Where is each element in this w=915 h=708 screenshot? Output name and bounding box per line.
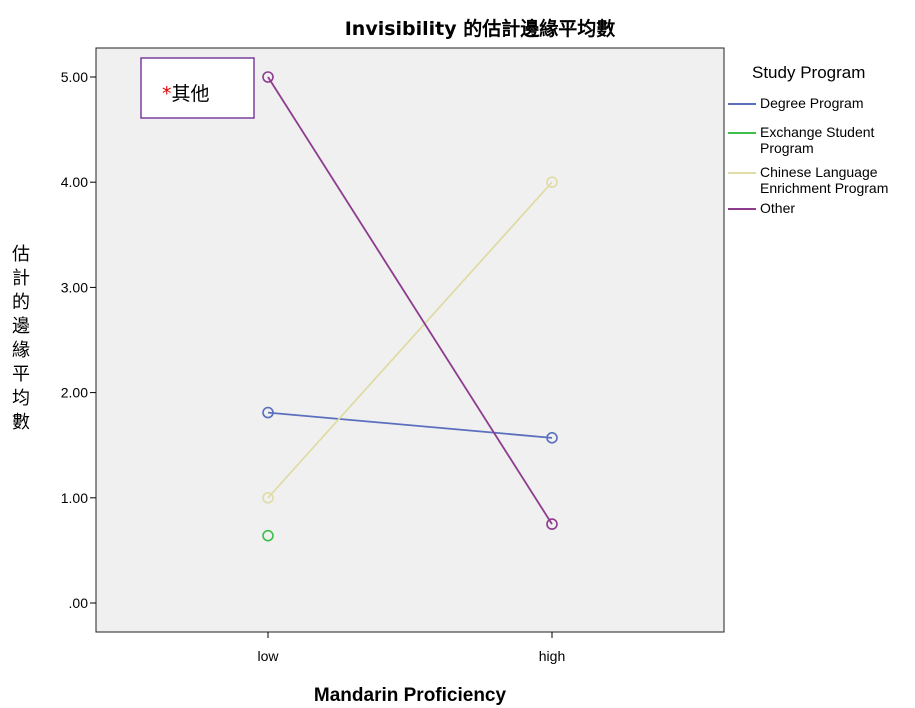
y-axis-title-char: 估 [12,244,30,265]
chart-title: Invisibility 的估計邊緣平均數 [345,17,616,40]
y-tick-label: 1.00 [61,490,88,506]
series-line [267,411,553,439]
legend-entry-label: Exchange Student Program [760,124,875,156]
legend-entry-label: Chinese Language Enrichment Program [760,164,888,196]
data-point-marker [546,518,558,530]
y-axis-title-char: 的 [12,292,30,313]
x-tick-label: high [539,648,565,664]
y-tick-label: 3.00 [61,279,88,295]
y-axis-title-char: 緣 [12,340,30,361]
annotation-text: 其他 [172,83,210,105]
annotation-star: * [162,83,172,105]
legend-entry-label: Degree Program [760,95,864,111]
data-point-marker [262,491,274,504]
x-axis-ticks: low high [257,632,565,664]
y-axis-title-char: 邊 [12,316,30,337]
data-point-marker [262,529,274,542]
x-tick-label: low [257,648,279,664]
data-point-marker [262,71,274,83]
series-line [267,76,553,525]
x-axis-title: Mandarin Proficiency [314,685,507,706]
series-line [267,181,553,499]
y-axis-title-char: 均 [12,388,30,409]
annotation-label: *其他 [162,83,210,105]
y-tick-label: 5.00 [61,69,88,85]
data-point-marker [546,176,558,188]
y-axis-ticks: .00 1.00 2.00 3.00 4.00 5.00 [61,69,96,611]
legend-title: Study Program [752,63,865,82]
y-tick-label: 4.00 [61,174,88,190]
annotation-box: *其他 [140,57,255,119]
y-axis-title-char: 計 [12,268,30,289]
legend-entry-label: Other [760,200,795,216]
y-axis-title-char: 數 [12,412,30,433]
y-tick-label: 2.00 [61,385,88,401]
data-point-marker [546,432,558,444]
annotation-border [140,57,255,119]
y-tick-label: .00 [69,595,89,611]
data-point-marker [262,406,274,419]
series-layer [262,71,558,542]
y-axis-title-char: 平 [12,364,30,385]
legend: Study Program Degree Program Exchange Stu… [728,63,888,216]
